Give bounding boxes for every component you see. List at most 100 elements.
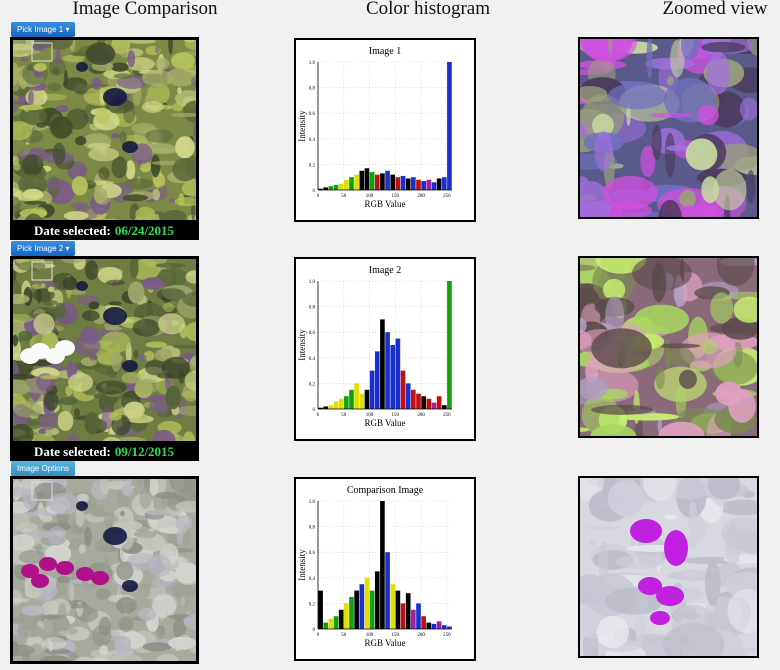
image-texture [48, 492, 80, 515]
image-texture [146, 143, 176, 153]
image-texture [602, 175, 658, 210]
image-texture [184, 321, 199, 342]
y-tick-label: 0.8 [309, 526, 316, 531]
image-texture [98, 616, 112, 636]
image-texture [127, 281, 145, 304]
image-texture [172, 158, 198, 182]
x-tick-label: 250 [443, 413, 451, 418]
y-tick-label: 0.8 [309, 306, 316, 311]
histogram-bar [385, 552, 390, 629]
x-tick-label: 200 [417, 413, 425, 418]
image-texture [718, 499, 759, 516]
histogram-bar [436, 621, 442, 629]
histogram-bar [400, 175, 406, 190]
image-texture [642, 476, 677, 501]
histogram-bar [349, 389, 354, 409]
histogram-bar [436, 178, 442, 190]
image-texture [645, 57, 695, 70]
image-texture [10, 313, 35, 323]
image-texture [111, 156, 128, 179]
y-tick-label: 0 [313, 628, 316, 633]
image-texture [598, 541, 609, 584]
histogram-bar [380, 319, 385, 409]
water [103, 307, 127, 325]
image-texture [37, 152, 43, 167]
water [76, 62, 88, 72]
image-texture [40, 375, 60, 380]
y-tick-label: 0.8 [309, 87, 316, 92]
histogram-bar [436, 396, 442, 409]
image-texture [184, 370, 199, 391]
histogram: Image 1 0 0.2 0.4 0.6 0.8 1.0 0 50 100 150 200 250 RG… [294, 38, 476, 222]
y-tick-label: 0 [313, 189, 316, 194]
image-texture [118, 616, 134, 632]
satellite-image: Date selected: 06/24/2015 [10, 37, 199, 240]
histogram-bar [395, 338, 401, 409]
image-texture [701, 339, 718, 355]
image-texture [739, 97, 759, 121]
water [103, 527, 127, 545]
x-axis-label: RGB Value [364, 199, 405, 209]
image-texture [181, 179, 199, 198]
image-texture [12, 334, 19, 347]
image-texture [10, 534, 35, 551]
histogram-bar [349, 177, 354, 190]
image-texture [10, 121, 33, 141]
histogram-bar [333, 184, 339, 190]
image-texture [168, 636, 197, 650]
cloud [55, 340, 75, 356]
pick-button[interactable]: Pick Image 2 ▾ [11, 241, 76, 256]
image-texture [127, 50, 136, 68]
column-header: Color histogram [365, 0, 491, 19]
histogram-bar [374, 174, 380, 190]
histogram-bar [354, 590, 359, 629]
image-texture [58, 603, 67, 620]
image-texture [54, 302, 66, 319]
image-texture [21, 605, 46, 616]
image-texture [710, 324, 732, 333]
histogram-bar [354, 174, 359, 190]
y-tick-label: 0.4 [309, 357, 316, 362]
histogram-bar [447, 626, 452, 629]
histogram-bar [338, 609, 344, 629]
date-strip [10, 220, 199, 240]
histogram-bar [318, 407, 323, 409]
image-texture [84, 411, 100, 435]
y-tick-label: 0.2 [309, 602, 316, 607]
histogram-bar [344, 603, 349, 629]
image-texture [605, 295, 625, 336]
image-texture [173, 617, 186, 639]
pick-button[interactable]: Pick Image 1 ▾ [11, 22, 76, 37]
y-tick-label: 0.2 [309, 163, 316, 168]
image-texture [95, 107, 110, 124]
image-texture [13, 49, 41, 55]
histogram-bar [338, 398, 344, 409]
histogram: Image 2 0 0.2 0.4 0.6 0.8 1.0 0 50 100 150 200 250 RG… [294, 257, 476, 441]
image-texture [23, 188, 43, 200]
image-texture [116, 561, 134, 581]
column-header: Image Comparison [72, 0, 218, 19]
image-texture [658, 199, 682, 219]
x-tick-label: 100 [366, 194, 374, 199]
y-tick-label: 1.0 [309, 500, 316, 505]
histogram-bar [318, 188, 323, 190]
image-texture [596, 615, 630, 649]
image-texture [170, 112, 199, 117]
image-texture [68, 372, 94, 392]
histogram-frame [294, 38, 476, 222]
image-texture [682, 568, 704, 581]
image-texture [607, 37, 613, 56]
histogram-bar [380, 173, 385, 190]
image-texture [23, 200, 47, 205]
image-texture [18, 173, 48, 196]
pick-button[interactable]: Image Options [11, 461, 76, 476]
image-texture [133, 349, 139, 359]
image-texture [182, 100, 199, 123]
image-texture [145, 509, 172, 516]
image-texture [141, 413, 147, 419]
image-texture [161, 498, 166, 506]
satellite-image: Date selected: 09/12/2015 [10, 256, 199, 461]
image-texture [156, 372, 174, 379]
x-tick-label: 0 [317, 413, 320, 418]
